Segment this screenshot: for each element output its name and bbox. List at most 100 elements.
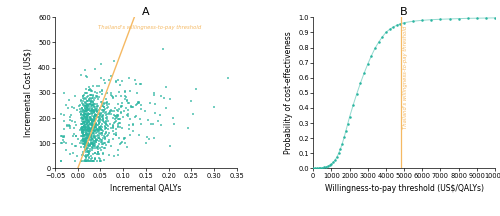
Point xyxy=(93,95,101,98)
Point xyxy=(80,128,88,132)
Point xyxy=(82,92,90,95)
Point xyxy=(112,80,120,83)
Point xyxy=(80,120,88,123)
Point xyxy=(98,119,106,122)
Point xyxy=(82,112,90,116)
Point xyxy=(60,91,68,95)
Point xyxy=(80,112,88,115)
Point xyxy=(80,146,88,149)
Point xyxy=(73,108,81,111)
Point xyxy=(91,151,99,155)
Point xyxy=(80,117,88,121)
Point xyxy=(98,128,106,131)
Point xyxy=(186,100,194,103)
Point xyxy=(120,136,128,139)
Point xyxy=(87,97,95,101)
Point xyxy=(96,137,104,141)
Point xyxy=(95,126,103,129)
Point xyxy=(98,103,106,106)
Point xyxy=(112,79,120,83)
Point xyxy=(88,110,96,113)
Point xyxy=(71,159,79,163)
Point xyxy=(88,146,96,149)
Point xyxy=(114,117,122,120)
Point xyxy=(93,159,101,163)
Point xyxy=(88,119,96,122)
Point xyxy=(92,138,100,141)
Point xyxy=(120,138,128,141)
Point xyxy=(91,156,99,159)
Point xyxy=(105,131,113,135)
Point xyxy=(84,119,92,122)
Point xyxy=(62,104,70,107)
Point xyxy=(92,138,100,141)
Point xyxy=(85,151,93,155)
Point xyxy=(91,103,99,106)
Point xyxy=(97,141,105,144)
Point xyxy=(86,93,94,97)
Point xyxy=(78,153,86,157)
Point xyxy=(116,118,124,121)
Point xyxy=(83,136,91,139)
Point xyxy=(85,129,93,133)
Point xyxy=(58,135,66,138)
Point xyxy=(116,94,124,97)
Point xyxy=(82,118,90,122)
Point xyxy=(114,110,122,113)
Point xyxy=(92,125,100,129)
Point xyxy=(84,128,92,131)
Point xyxy=(80,143,88,146)
Point xyxy=(82,119,90,122)
Point xyxy=(96,125,104,129)
Point xyxy=(82,119,90,122)
Point xyxy=(122,106,130,109)
Point xyxy=(66,123,74,126)
Point xyxy=(88,137,96,141)
Point xyxy=(88,111,96,115)
Point xyxy=(90,132,98,135)
Point xyxy=(86,151,94,154)
Point xyxy=(100,110,108,113)
Point xyxy=(90,118,98,122)
Point xyxy=(104,125,112,128)
Point xyxy=(134,102,142,105)
Point xyxy=(80,128,88,131)
Point xyxy=(77,159,85,163)
Point xyxy=(82,137,90,141)
Point xyxy=(86,115,94,118)
Point xyxy=(100,108,108,111)
Point xyxy=(90,115,98,118)
Point xyxy=(102,111,110,114)
Point xyxy=(94,104,102,108)
Point xyxy=(114,114,122,117)
Point xyxy=(66,116,74,119)
X-axis label: Willingness-to-pay threshold (US$/QALYs): Willingness-to-pay threshold (US$/QALYs) xyxy=(324,184,484,193)
Y-axis label: Probability of cost-effectiveness: Probability of cost-effectiveness xyxy=(284,32,293,154)
Point xyxy=(85,143,93,146)
Point xyxy=(79,150,87,154)
Point xyxy=(88,146,96,149)
Point xyxy=(98,142,106,146)
Point xyxy=(80,107,88,110)
Point xyxy=(78,120,86,123)
Point xyxy=(88,103,96,106)
Point xyxy=(82,132,90,135)
Point xyxy=(77,114,85,117)
Point xyxy=(78,133,86,137)
Point xyxy=(92,135,100,138)
Point xyxy=(87,89,95,92)
Point xyxy=(87,154,95,157)
Point xyxy=(80,140,88,143)
Point xyxy=(57,159,65,163)
Point xyxy=(83,159,91,163)
Point xyxy=(90,153,98,156)
Point xyxy=(89,108,97,111)
Point xyxy=(60,134,68,137)
Point xyxy=(90,124,98,128)
Point xyxy=(72,134,80,137)
Point xyxy=(120,98,128,101)
Point xyxy=(86,137,94,140)
Point xyxy=(88,101,96,104)
Point xyxy=(93,96,101,99)
Point xyxy=(86,104,94,107)
